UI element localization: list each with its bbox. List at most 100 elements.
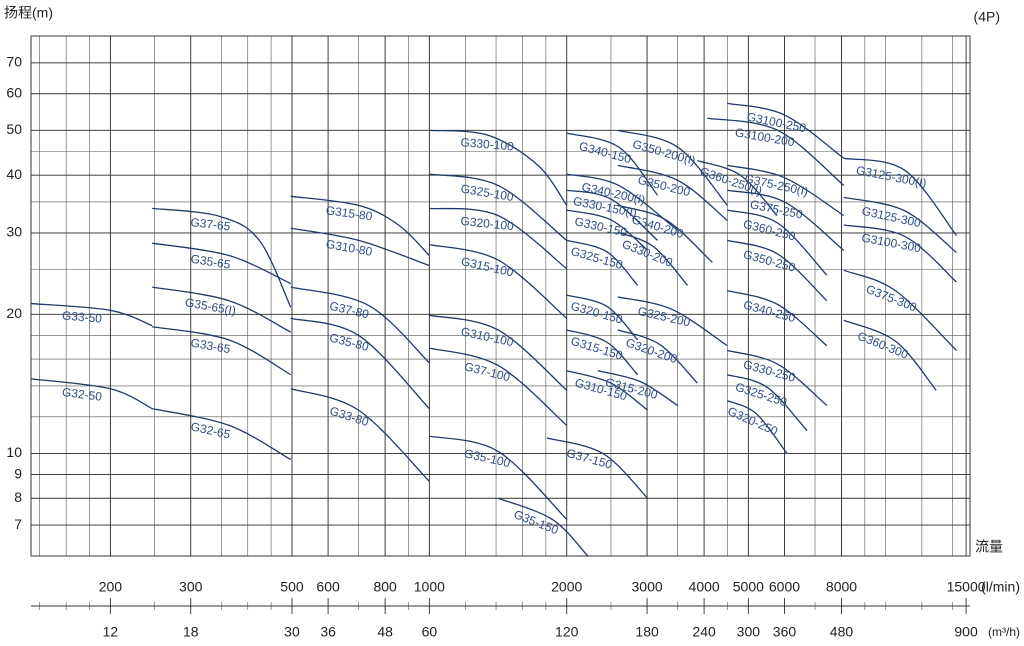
curve-label: G35-80 (328, 331, 371, 354)
pump-curve (429, 173, 568, 241)
curve-label: G315-80 (325, 203, 373, 223)
pump-curve (290, 286, 430, 364)
curve-label: G37-150 (565, 446, 614, 472)
pump-curve (843, 319, 937, 391)
x2-tick-label: 30 (284, 624, 300, 640)
pump-curve (566, 329, 639, 376)
pump-curve (152, 408, 292, 461)
curve-label: G330-100 (460, 135, 515, 153)
x-tick-label: 300 (179, 579, 203, 595)
pump-curve (429, 207, 568, 270)
curve-label: G350-200(I) (631, 137, 697, 168)
curve-label: G325-100 (460, 182, 515, 205)
annotation: (4P) (974, 9, 1000, 25)
pump-curve (566, 189, 658, 241)
pump-curve (843, 196, 957, 254)
y-tick-label: 10 (6, 444, 22, 460)
curve-label: G330-150 (573, 214, 628, 239)
pump-curve (566, 239, 639, 286)
x2-tick-label: 240 (692, 624, 716, 640)
y-tick-label: 30 (6, 224, 22, 240)
x-tick-label: 6000 (769, 579, 800, 595)
pump-curve (429, 129, 568, 206)
curve-label: G3100-300 (860, 231, 922, 256)
curve-label: G310-100 (460, 324, 515, 349)
curve-label: G3125-300 (860, 204, 922, 231)
pump-curve (727, 209, 828, 276)
x2-tick-label: 36 (320, 624, 336, 640)
y-tick-label: 20 (6, 305, 22, 321)
pump-curve (707, 117, 845, 186)
x-tick-label: 4000 (689, 579, 720, 595)
curve-label: G375-250 (749, 197, 804, 221)
x-unit: (l/min) (981, 579, 1020, 595)
pump-curve (727, 164, 845, 217)
pump-curve (566, 132, 659, 196)
x2-tick-label: 360 (773, 624, 797, 640)
pump-curve (290, 195, 430, 257)
x-tick-label: 1000 (414, 579, 445, 595)
pump-curve (566, 370, 649, 411)
curve-label: G33-80 (328, 404, 371, 430)
x-tick-label: 500 (280, 579, 304, 595)
pump-curve (429, 243, 568, 319)
pump-curve (727, 290, 828, 347)
curve-label: G320-250 (726, 404, 781, 439)
x2-tick-label: 120 (555, 624, 579, 640)
x-tick-label: 5000 (733, 579, 764, 595)
x-tick-label: 2000 (551, 579, 582, 595)
pump-curve (30, 302, 153, 327)
curve-label: G32-50 (61, 385, 103, 404)
y-axis-label: 扬程(m) (4, 5, 53, 21)
curve-label: G350-250 (742, 247, 797, 275)
curve-label: G35-100 (463, 446, 512, 470)
pump-curve (727, 189, 845, 251)
pump-curve (843, 157, 957, 237)
x-tick-label: 3000 (632, 579, 663, 595)
curve-label: G375-300 (864, 282, 919, 315)
y-tick-label: 50 (6, 121, 22, 137)
y-tick-label: 7 (14, 516, 22, 532)
y-tick-label: 8 (14, 489, 22, 505)
pump-curve (697, 160, 778, 217)
x2-tick-label: 18 (183, 624, 199, 640)
pump-curve (617, 204, 713, 263)
pump-curve (727, 239, 828, 302)
y-tick-label: 40 (6, 166, 22, 182)
curve-label: G315-100 (460, 254, 515, 279)
curve-label: G33-65 (190, 336, 232, 357)
x2-unit: (m³/h) (988, 625, 1020, 639)
curve-label: G3125-300(I) (855, 163, 928, 190)
pump-curve (152, 242, 292, 285)
x2-tick-label: 900 (954, 624, 978, 640)
pump-curve (843, 269, 957, 351)
curve-label: G330-250 (742, 357, 797, 385)
curve-label: G325-200 (636, 304, 691, 330)
x2-tick-label: 180 (635, 624, 659, 640)
y-tick-label: 9 (14, 465, 22, 481)
pump-curve (290, 317, 430, 410)
pump-curve (497, 497, 589, 557)
x-tick-label: 15000 (947, 579, 986, 595)
pump-curve (429, 314, 568, 391)
y-tick-label: 70 (6, 54, 22, 70)
x-axis-label: 流量 (975, 539, 1003, 555)
pump-curve (566, 209, 649, 251)
pump-curve (30, 378, 153, 410)
pump-curve (290, 388, 430, 482)
pump-curve (429, 347, 568, 426)
curve-label: G32-65 (190, 419, 232, 441)
pump-curve (727, 349, 828, 406)
plot-frame (30, 35, 971, 557)
curve-label: G37-65 (190, 215, 232, 234)
curve-label: G310-80 (325, 237, 374, 259)
pump-curve (617, 231, 688, 286)
x-tick-label: 200 (99, 579, 123, 595)
curve-label: G35-65 (190, 252, 232, 272)
x2-tick-label: 12 (103, 624, 119, 640)
x2-tick-label: 480 (830, 624, 854, 640)
x-tick-label: 8000 (826, 579, 857, 595)
pump-curve (546, 437, 649, 499)
pump-curve (727, 374, 808, 432)
